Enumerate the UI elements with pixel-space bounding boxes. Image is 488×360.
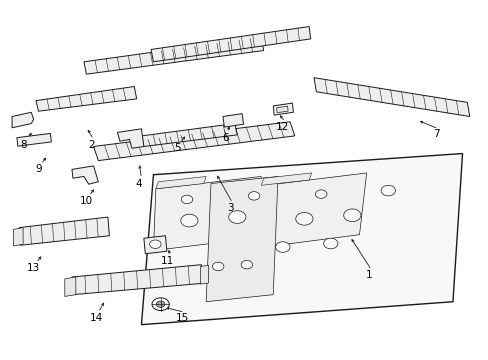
- Polygon shape: [143, 236, 166, 254]
- Polygon shape: [64, 277, 76, 296]
- Polygon shape: [36, 86, 137, 111]
- Polygon shape: [12, 112, 34, 128]
- Polygon shape: [151, 27, 310, 62]
- Circle shape: [275, 242, 289, 252]
- Text: 7: 7: [432, 129, 439, 139]
- Text: 14: 14: [89, 312, 102, 323]
- Text: 2: 2: [88, 140, 94, 150]
- Text: 4: 4: [136, 179, 142, 189]
- Circle shape: [323, 238, 337, 249]
- Circle shape: [295, 212, 312, 225]
- Polygon shape: [313, 78, 469, 117]
- Polygon shape: [153, 176, 261, 251]
- Polygon shape: [200, 265, 208, 284]
- Circle shape: [181, 214, 198, 227]
- Polygon shape: [93, 122, 294, 161]
- Circle shape: [228, 211, 245, 224]
- Polygon shape: [273, 103, 293, 115]
- Circle shape: [181, 195, 192, 204]
- Polygon shape: [206, 176, 278, 302]
- Circle shape: [248, 192, 259, 200]
- Polygon shape: [117, 129, 143, 148]
- Polygon shape: [261, 173, 311, 185]
- Text: 6: 6: [222, 133, 228, 143]
- Text: 5: 5: [174, 143, 181, 153]
- Circle shape: [156, 301, 164, 307]
- Text: 3: 3: [226, 203, 233, 213]
- Polygon shape: [17, 134, 51, 146]
- Polygon shape: [72, 166, 98, 184]
- Text: 1: 1: [365, 270, 372, 280]
- Polygon shape: [156, 176, 206, 189]
- Text: 10: 10: [80, 196, 93, 206]
- Circle shape: [380, 185, 395, 196]
- Polygon shape: [84, 37, 263, 74]
- Text: 9: 9: [35, 165, 41, 174]
- Circle shape: [152, 298, 169, 311]
- Circle shape: [343, 209, 360, 222]
- Polygon shape: [141, 154, 462, 325]
- Polygon shape: [223, 114, 243, 127]
- Text: 11: 11: [161, 256, 174, 266]
- Text: 15: 15: [175, 312, 188, 323]
- Polygon shape: [19, 217, 109, 245]
- Circle shape: [149, 240, 161, 248]
- Polygon shape: [141, 123, 237, 147]
- Circle shape: [212, 262, 224, 271]
- Text: 13: 13: [27, 263, 40, 273]
- Polygon shape: [14, 228, 23, 246]
- Text: 12: 12: [276, 122, 289, 132]
- Polygon shape: [276, 106, 287, 113]
- Circle shape: [241, 260, 252, 269]
- Polygon shape: [72, 265, 202, 294]
- Polygon shape: [263, 173, 366, 247]
- Circle shape: [315, 190, 326, 198]
- Text: 8: 8: [20, 140, 27, 150]
